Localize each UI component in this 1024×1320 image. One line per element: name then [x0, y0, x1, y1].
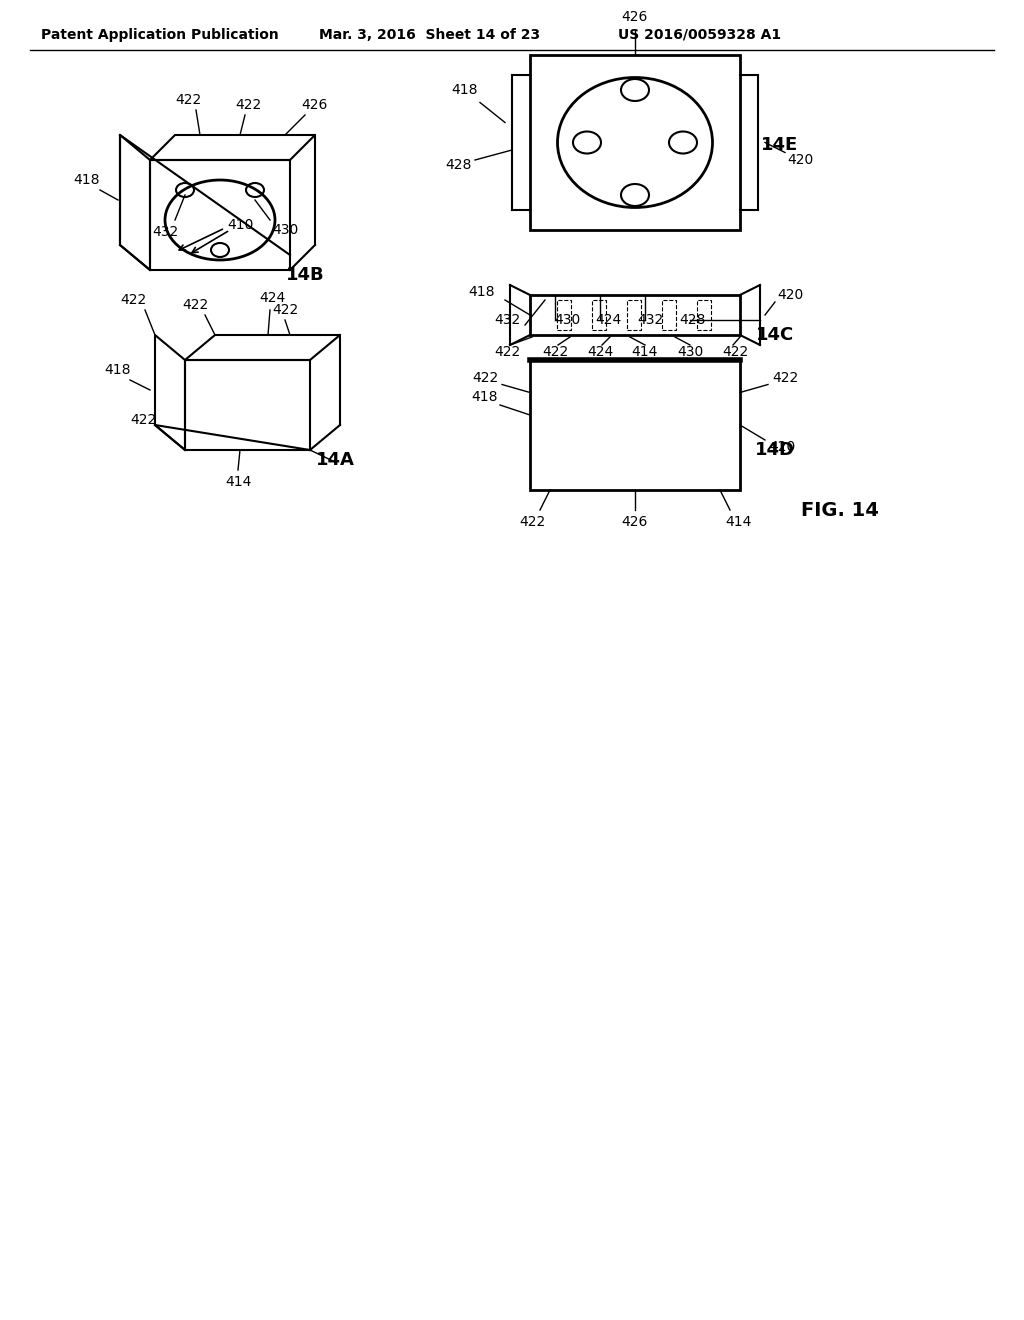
Text: 418: 418	[74, 173, 100, 187]
Text: 430: 430	[554, 313, 581, 327]
Text: 410: 410	[226, 218, 253, 232]
Bar	[530, 360, 740, 490]
Text: 422: 422	[234, 98, 261, 112]
Text: 418: 418	[452, 83, 478, 98]
Text: 422: 422	[519, 515, 545, 529]
Text: 14A: 14A	[315, 451, 354, 469]
Text: 422: 422	[772, 371, 798, 384]
Bar	[697, 300, 711, 330]
Bar	[592, 300, 606, 330]
Text: 422: 422	[175, 92, 201, 107]
Text: 424: 424	[587, 345, 613, 359]
Text: 426: 426	[302, 98, 328, 112]
Text: Patent Application Publication: Patent Application Publication	[41, 28, 279, 42]
Text: 420: 420	[777, 288, 803, 302]
Text: 422: 422	[542, 345, 568, 359]
Text: FIG. 14: FIG. 14	[801, 500, 879, 520]
Text: 422: 422	[472, 371, 498, 384]
Text: 422: 422	[494, 345, 520, 359]
Text: 422: 422	[130, 413, 156, 426]
Text: 422: 422	[722, 345, 749, 359]
Text: US 2016/0059328 A1: US 2016/0059328 A1	[618, 28, 781, 42]
Text: 14C: 14C	[756, 326, 795, 345]
Text: 426: 426	[622, 11, 648, 24]
Text: 422: 422	[120, 293, 146, 308]
Bar	[557, 300, 571, 330]
Text: 414: 414	[725, 515, 752, 529]
Text: 414: 414	[632, 345, 658, 359]
Text: 432: 432	[494, 313, 520, 327]
Text: 426: 426	[622, 515, 648, 529]
Text: 14B: 14B	[286, 267, 325, 284]
Text: 432: 432	[152, 224, 178, 239]
Text: 424: 424	[259, 290, 285, 305]
Text: 422: 422	[182, 298, 208, 312]
Text: 14E: 14E	[762, 136, 799, 154]
Text: 428: 428	[679, 313, 706, 327]
Text: 418: 418	[472, 389, 499, 404]
Text: 418: 418	[469, 285, 496, 300]
Text: 418: 418	[104, 363, 131, 378]
Text: 430: 430	[272, 223, 298, 238]
Bar	[530, 294, 740, 335]
Text: 14D: 14D	[755, 441, 795, 459]
Text: 430: 430	[677, 345, 703, 359]
Text: Mar. 3, 2016  Sheet 14 of 23: Mar. 3, 2016 Sheet 14 of 23	[319, 28, 541, 42]
Text: 432: 432	[637, 313, 664, 327]
Bar	[627, 300, 641, 330]
Text: 420: 420	[786, 153, 813, 168]
Text: 414: 414	[225, 475, 251, 488]
Text: 424: 424	[595, 313, 622, 327]
Text: 420: 420	[769, 440, 795, 454]
Text: 422: 422	[272, 304, 298, 317]
Bar	[530, 55, 740, 230]
Bar	[662, 300, 676, 330]
Text: 428: 428	[444, 158, 471, 172]
